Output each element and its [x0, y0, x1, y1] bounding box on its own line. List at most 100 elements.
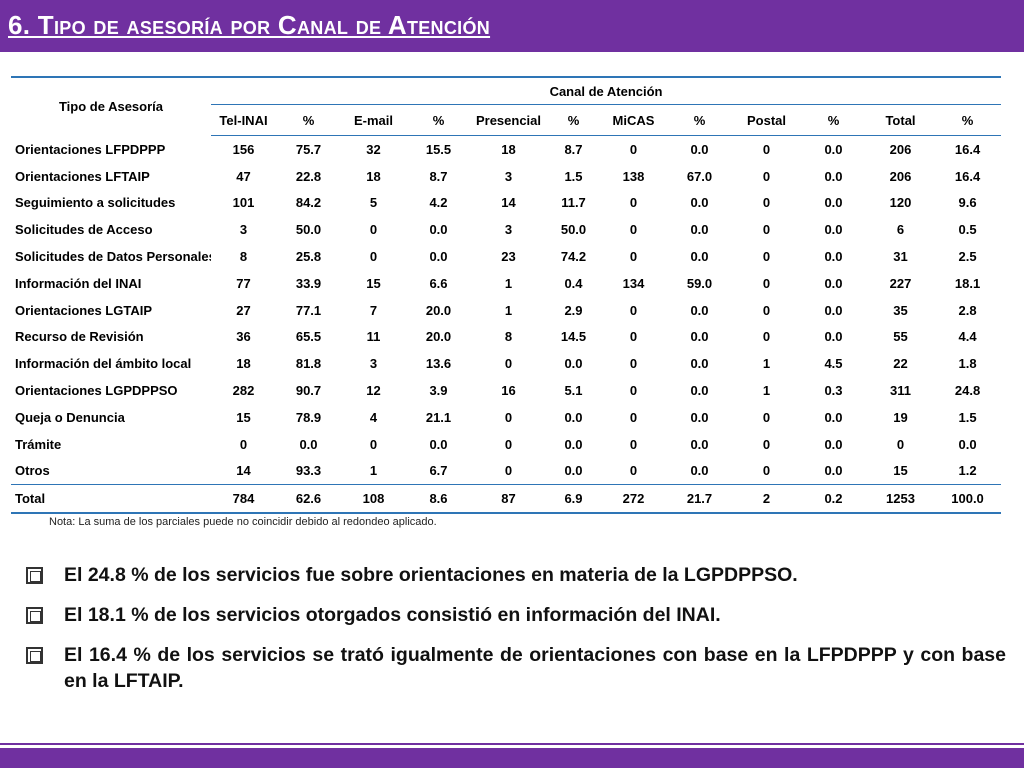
table-cell: 9.6 — [958, 195, 977, 211]
table-cell: 25.8 — [295, 249, 322, 265]
table-row: Recurso de Revisión 36 65.5 11 20.0 8 14.5 0 0.0… — [11, 324, 1001, 351]
table-cell: 8 — [239, 249, 248, 265]
table-cell: 21.1 — [425, 409, 452, 425]
table-cell: 2.9 — [564, 302, 583, 318]
table-cell: 13.6 — [425, 356, 452, 372]
table-cell: 0 — [629, 329, 638, 345]
table-cell: 19 — [893, 409, 908, 425]
bullet-item: El 16.4 % de los servicios se trató igua… — [26, 642, 1006, 694]
table-cell: 7 — [369, 302, 378, 318]
row-label: Solicitudes de Datos Personales — [15, 249, 211, 265]
table-cell: 18 — [501, 141, 516, 157]
footer-bar — [0, 743, 1024, 768]
table-cell: 14 — [501, 195, 516, 211]
table-cell: 0 — [762, 222, 771, 238]
table-cell: 0 — [369, 436, 378, 452]
table-cell: 18 — [236, 356, 251, 372]
table-cell: 227 — [889, 275, 912, 291]
table-cell: 0.0 — [690, 141, 709, 157]
table-cell: 1 — [762, 356, 771, 372]
row-label: Trámite — [15, 436, 62, 452]
table-cell: 0 — [896, 436, 905, 452]
table-cell: 0 — [762, 195, 771, 211]
table-cell: 0 — [762, 275, 771, 291]
table-cell: 36 — [236, 329, 251, 345]
table-cell: 0.5 — [958, 222, 977, 238]
table-cell: 784 — [211, 484, 276, 515]
table-row: Orientaciones LGPDPPSO 282 90.7 12 3.9 16 5.1 0… — [11, 377, 1001, 404]
table-cell: 0 — [369, 222, 378, 238]
table-cell: 0.0 — [824, 302, 843, 318]
table-cell: 0.4 — [564, 275, 583, 291]
table-cell: 23 — [501, 249, 516, 265]
table-cell: 77 — [236, 275, 251, 291]
table-cell: 0.0 — [690, 222, 709, 238]
table-cell: 0 — [762, 168, 771, 184]
table-cell: 50.0 — [295, 222, 322, 238]
table-cell: 22.8 — [295, 168, 322, 184]
table-cell: 16.4 — [954, 168, 981, 184]
table-cell: 84.2 — [295, 195, 322, 211]
table-cell: 24.8 — [954, 383, 981, 399]
table-cell: 0.0 — [824, 275, 843, 291]
row-label: Orientaciones LFPDPPP — [15, 141, 166, 157]
group-header: Canal de Atención — [211, 76, 1002, 105]
row-header: Tipo de Asesoría — [11, 76, 211, 136]
table-cell: 0 — [762, 141, 771, 157]
table-cell: 18 — [366, 168, 381, 184]
row-label: Orientaciones LGPDPPSO — [15, 383, 178, 399]
table-cell: 156 — [232, 141, 255, 157]
table-cell: 0 — [369, 249, 378, 265]
table-cell: 67.0 — [686, 168, 713, 184]
table-cell: 0 — [629, 302, 638, 318]
table-cell: 77.1 — [295, 302, 322, 318]
table-cell: 0.0 — [690, 356, 709, 372]
table-cell: 15 — [236, 409, 251, 425]
table-cell: 12 — [366, 383, 381, 399]
table-cell: 3 — [504, 222, 513, 238]
row-label: Información del ámbito local — [15, 356, 192, 372]
bullet-text: El 16.4 % de los servicios se trató igua… — [64, 644, 1006, 692]
table-cell: 6.6 — [429, 275, 448, 291]
table-cell: 93.3 — [295, 463, 322, 479]
row-label: Queja o Denuncia — [15, 409, 125, 425]
table-cell: 1.8 — [958, 356, 977, 372]
advisory-table-container: Tipo de Asesoría Canal de Atención Tel-I… — [11, 76, 1002, 515]
table-cell: 1.2 — [958, 463, 977, 479]
table-cell: 0 — [629, 356, 638, 372]
table-cell: 62.6 — [276, 484, 341, 515]
footer-rule — [0, 743, 1024, 745]
column-header: Total — [867, 104, 934, 136]
table-cell: 311 — [890, 383, 911, 399]
table-cell: 31 — [893, 249, 908, 265]
checkbox-bullet-icon — [26, 647, 43, 664]
table-cell: 4.4 — [958, 329, 977, 345]
row-label: Seguimiento a solicitudes — [15, 195, 176, 211]
table-cell: 0.0 — [690, 463, 709, 479]
table-cell: 3.9 — [429, 383, 448, 399]
table-cell: 101 — [232, 195, 255, 211]
table-cell: 16 — [501, 383, 516, 399]
table-cell: 11.7 — [561, 195, 586, 211]
table-cell: 0 — [629, 383, 638, 399]
table-cell: 4.2 — [429, 195, 448, 211]
table-cell: 0.0 — [958, 436, 977, 452]
table-cell: 1253 — [867, 484, 934, 515]
table-cell: 6 — [896, 222, 905, 238]
column-header: % — [666, 104, 733, 136]
table-cell: 14.5 — [560, 329, 587, 345]
table-cell: 0.0 — [824, 329, 843, 345]
table-cell: 0.0 — [690, 249, 709, 265]
column-header: Tel-INAI — [211, 104, 276, 136]
table-cell: 0.0 — [690, 195, 709, 211]
column-header: % — [406, 104, 471, 136]
table-cell: 8.7 — [429, 168, 448, 184]
column-header: Presencial — [471, 104, 546, 136]
table-cell: 138 — [622, 168, 645, 184]
table-cell: 20.0 — [425, 302, 452, 318]
table-cell: 0 — [762, 409, 771, 425]
row-label: Otros — [15, 463, 50, 479]
table-cell: 0.0 — [564, 463, 583, 479]
table-cell: 0.2 — [800, 484, 867, 515]
bullet-list: El 24.8 % de los servicios fue sobre ori… — [26, 562, 1006, 708]
